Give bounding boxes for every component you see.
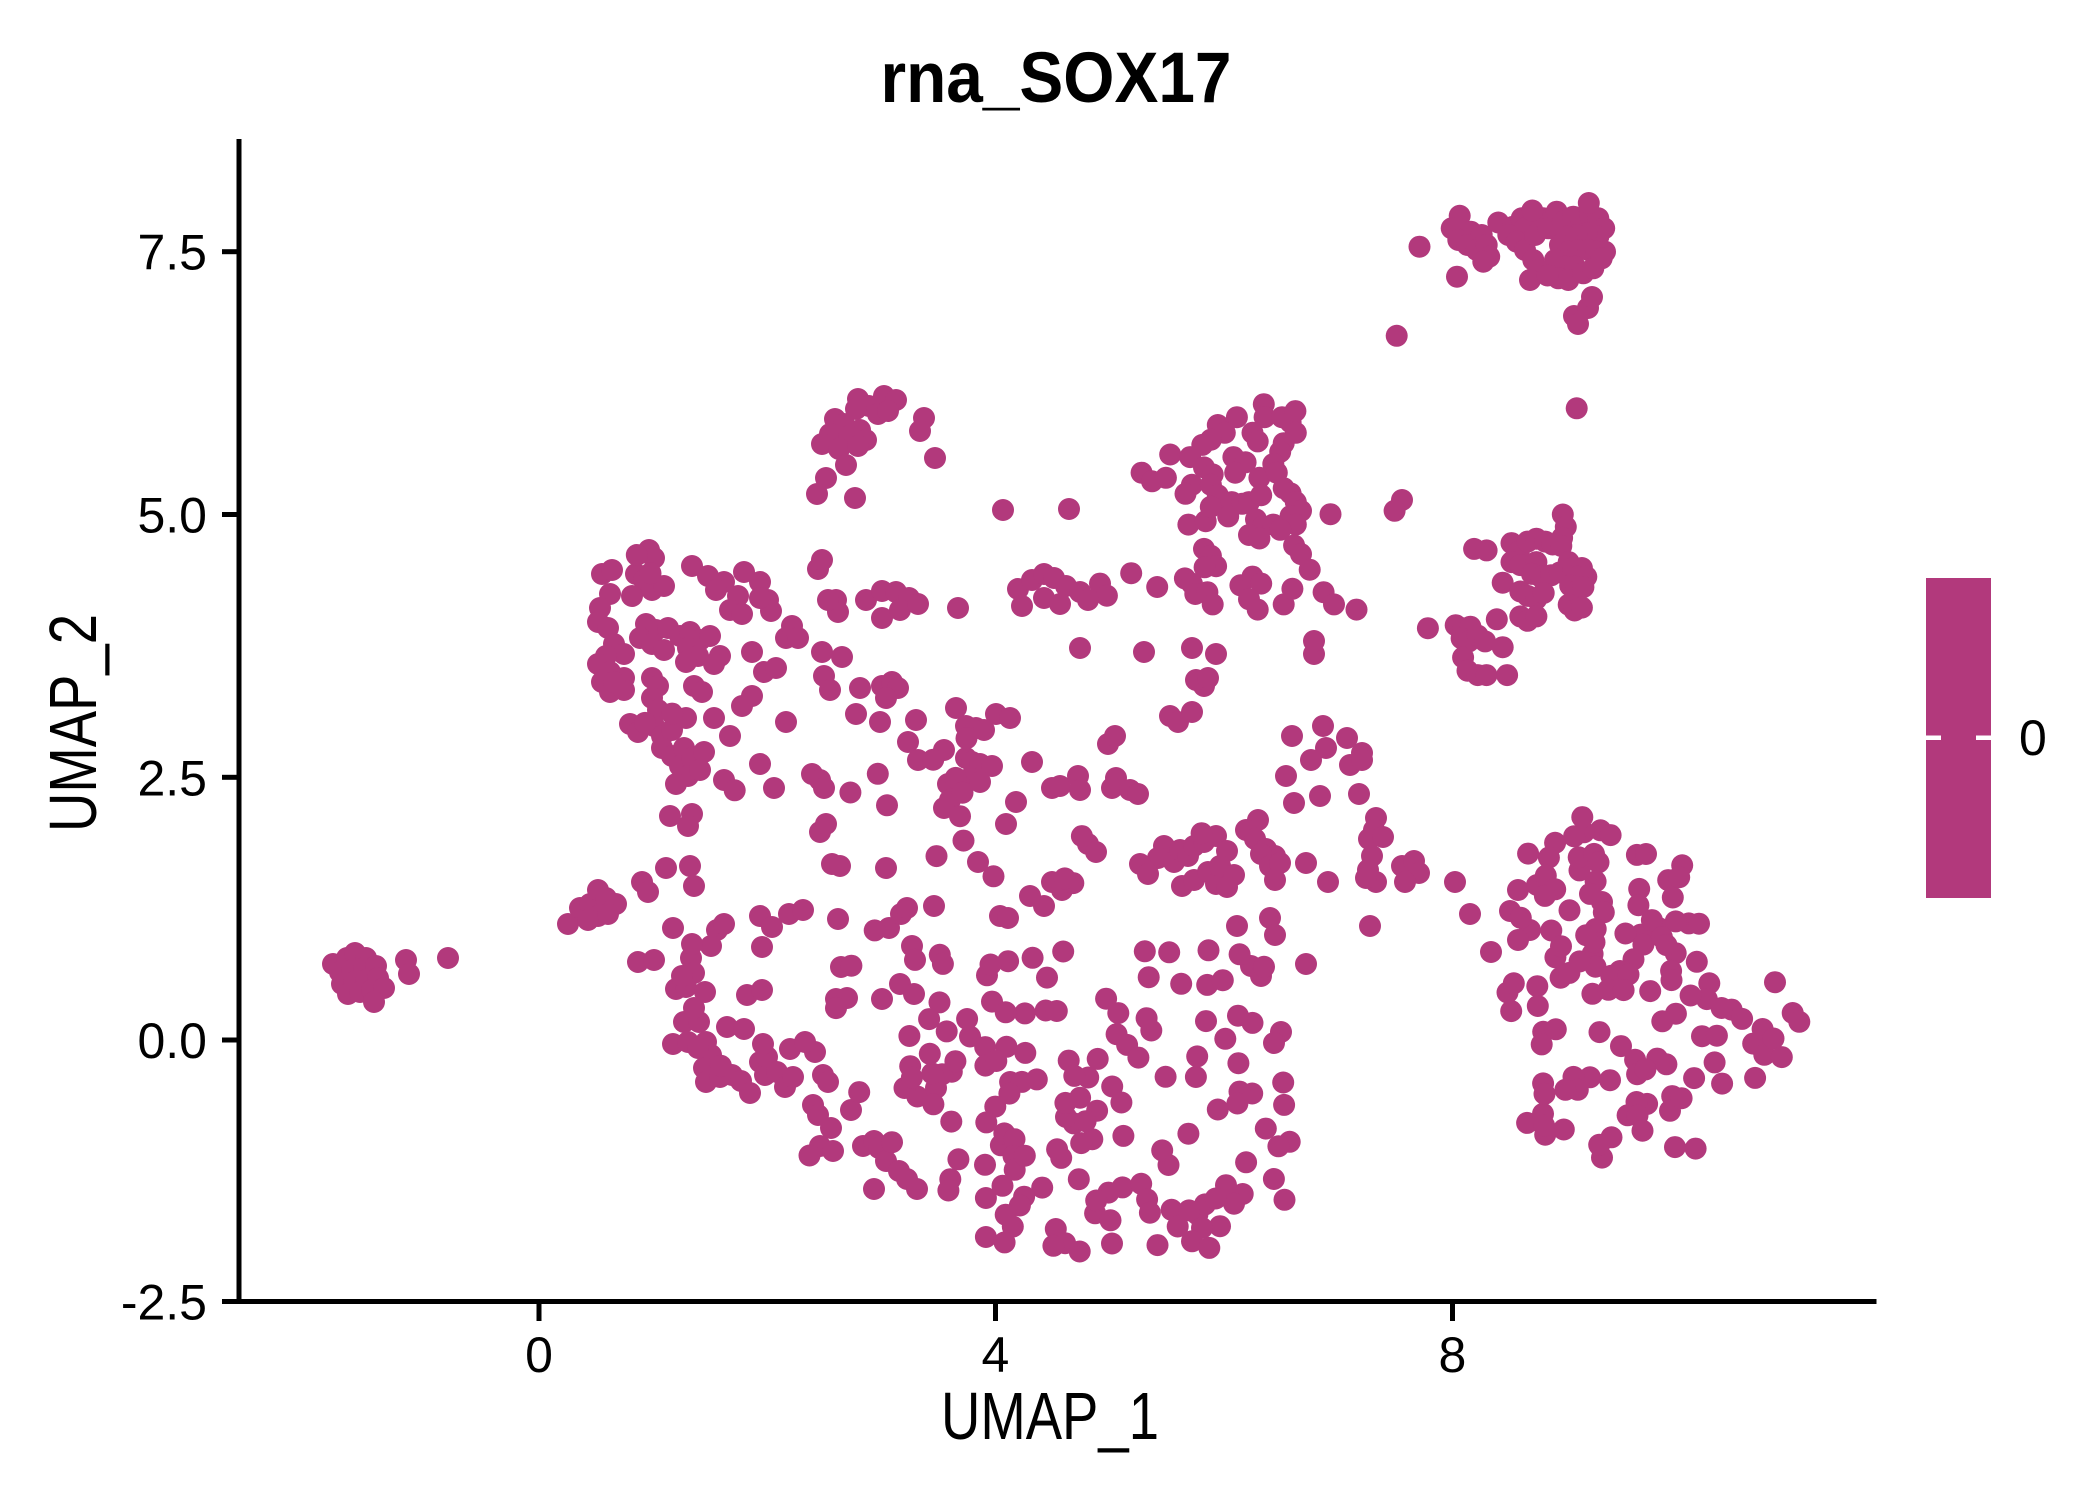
svg-text:0: 0 [525,1327,553,1383]
svg-text:0: 0 [2019,710,2047,766]
svg-text:0.0: 0.0 [137,1013,207,1069]
svg-text:5.0: 5.0 [137,488,207,544]
svg-text:4: 4 [981,1327,1009,1383]
svg-text:7.5: 7.5 [137,225,207,281]
svg-text:2.5: 2.5 [137,750,207,806]
svg-text:rna_SOX17: rna_SOX17 [881,39,1232,118]
svg-text:8: 8 [1438,1327,1466,1383]
svg-text:UMAP_2: UMAP_2 [36,614,111,832]
svg-text:UMAP_1: UMAP_1 [941,1379,1159,1454]
svg-text:-2.5: -2.5 [121,1275,207,1331]
